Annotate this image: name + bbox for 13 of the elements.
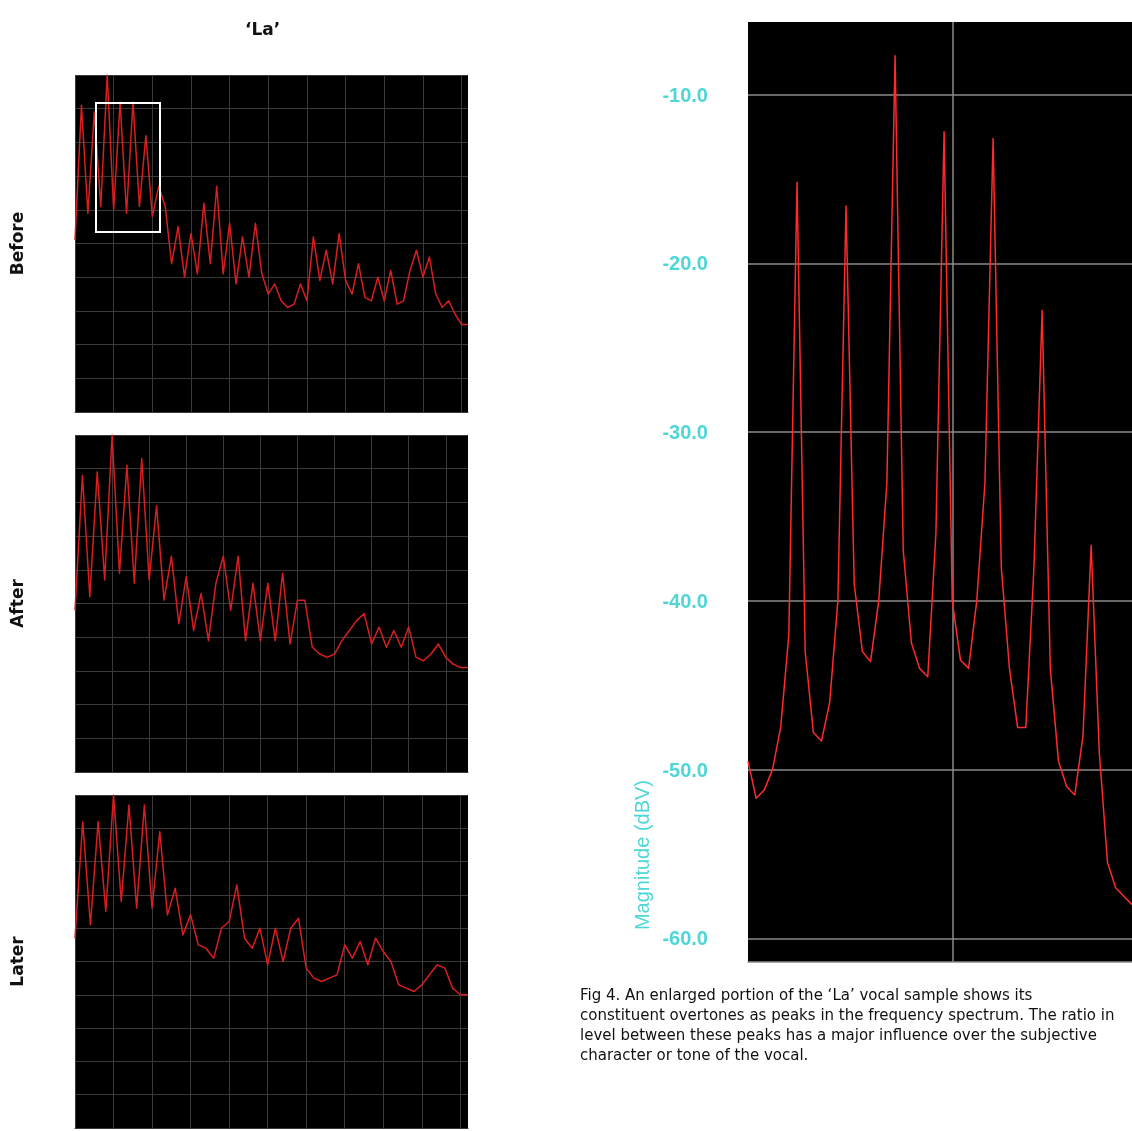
y-tick-label: -60.0 <box>662 927 708 950</box>
y-axis-title: Magnitude (dBV) <box>631 780 653 931</box>
y-tick-label: -20.0 <box>662 252 708 275</box>
chart-title: ‘La’ <box>245 18 281 39</box>
y-tick-label: -10.0 <box>662 83 708 106</box>
y-tick-label: -30.0 <box>662 421 708 444</box>
y-tick-label: -40.0 <box>662 589 708 612</box>
y-tick-label: -50.0 <box>662 758 708 781</box>
line-series <box>747 55 1132 906</box>
y-axis-title: After <box>6 578 27 628</box>
y-axis-title: Later <box>6 935 27 987</box>
y-axis-title: Before <box>6 211 27 276</box>
caption: Fig 4. An enlarged portion of the ‘La’ vocal sample shows its constituent overtones as peaks in the frequency spectrum. The ratio in level between these peaks has a major influence over the subjective character or tone of the vocal. <box>580 986 1120 1064</box>
